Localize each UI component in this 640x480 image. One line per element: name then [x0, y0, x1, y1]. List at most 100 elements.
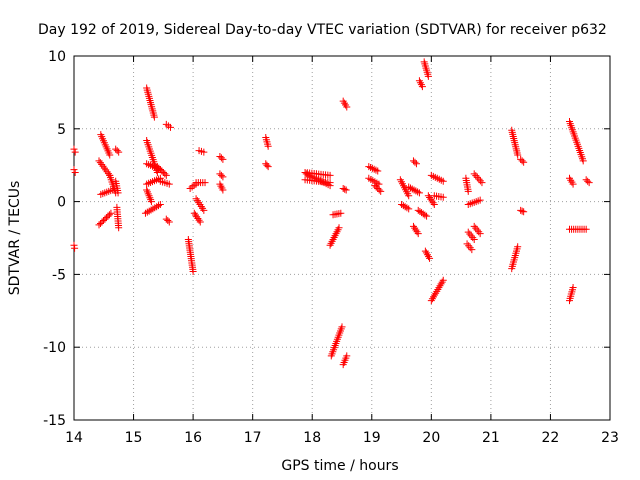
- data-point: [414, 188, 422, 196]
- y-tick-label: 5: [57, 122, 66, 138]
- data-point: [423, 251, 431, 259]
- data-point: [102, 214, 110, 222]
- data-point: [104, 212, 112, 220]
- data-point: [338, 323, 346, 331]
- data-point: [156, 166, 164, 174]
- x-tick-label: 22: [542, 430, 560, 446]
- data-point: [472, 224, 480, 232]
- x-tick-label: 18: [303, 430, 321, 446]
- data-point: [71, 148, 79, 156]
- data-point: [439, 177, 447, 185]
- data-point: [473, 226, 481, 234]
- data-point: [412, 187, 420, 195]
- data-point: [514, 243, 522, 251]
- data-point: [398, 201, 406, 209]
- data-point: [476, 177, 484, 185]
- data-point: [102, 166, 110, 174]
- data-series: [70, 58, 593, 369]
- data-point: [423, 212, 431, 220]
- y-tick-label: -5: [52, 267, 66, 283]
- data-point: [468, 246, 476, 254]
- data-point: [107, 209, 115, 217]
- data-point: [465, 242, 473, 250]
- y-axis: -15 -10 -5 0 5 10: [43, 49, 610, 429]
- data-point: [162, 171, 170, 179]
- data-point: [115, 148, 123, 156]
- data-point: [162, 215, 170, 223]
- data-point: [579, 157, 587, 165]
- data-point: [470, 235, 478, 243]
- data-point: [424, 72, 432, 80]
- data-point: [584, 177, 592, 185]
- gridlines: [74, 56, 610, 420]
- data-point: [585, 179, 593, 187]
- data-point: [518, 157, 526, 165]
- y-tick-label: -10: [43, 340, 66, 356]
- data-point: [399, 202, 407, 210]
- data-point: [405, 183, 413, 191]
- y-tick-label: 10: [48, 49, 66, 65]
- data-point: [473, 173, 481, 181]
- data-point: [406, 184, 414, 192]
- data-point: [98, 160, 106, 168]
- y-tick-label: 0: [57, 195, 66, 211]
- data-point: [439, 276, 447, 284]
- data-point: [95, 157, 103, 165]
- data-point: [219, 155, 227, 163]
- y-axis-label: SDTVAR / TECUs: [7, 181, 23, 296]
- data-point: [101, 215, 109, 223]
- data-point: [377, 187, 385, 195]
- data-point: [106, 151, 114, 159]
- data-point: [370, 165, 378, 173]
- data-point: [114, 189, 122, 197]
- data-point: [478, 179, 486, 187]
- data-point: [200, 148, 208, 156]
- data-point: [216, 152, 224, 160]
- data-point: [418, 83, 426, 91]
- data-point: [467, 232, 475, 240]
- data-point: [466, 244, 474, 252]
- data-point: [105, 211, 113, 219]
- data-point: [335, 224, 343, 232]
- data-point: [411, 158, 419, 166]
- data-point: [517, 206, 525, 214]
- data-point: [405, 205, 413, 213]
- data-point: [156, 201, 164, 209]
- data-point: [403, 204, 411, 212]
- data-point: [475, 228, 483, 236]
- data-point: [414, 230, 422, 238]
- data-point: [365, 163, 373, 171]
- data-point: [196, 218, 204, 226]
- data-point: [463, 240, 471, 248]
- data-point: [464, 228, 472, 236]
- data-point: [97, 219, 105, 227]
- data-point: [421, 247, 429, 255]
- data-point: [98, 218, 106, 226]
- data-point: [405, 192, 413, 200]
- data-point: [422, 249, 430, 257]
- x-tick-label: 20: [422, 430, 440, 446]
- data-point: [201, 179, 209, 187]
- data-point: [99, 162, 107, 170]
- data-point: [337, 209, 345, 217]
- data-point: [95, 221, 103, 229]
- x-axis-label: GPS time / hours: [281, 458, 398, 474]
- x-tick-label: 23: [601, 430, 619, 446]
- data-point: [264, 163, 272, 171]
- data-point: [410, 186, 418, 194]
- data-point: [476, 196, 484, 204]
- data-point: [439, 193, 447, 201]
- data-point: [339, 184, 347, 192]
- data-point: [219, 173, 227, 181]
- data-point: [164, 217, 172, 225]
- data-point: [155, 164, 163, 172]
- data-point: [415, 189, 423, 197]
- data-point: [514, 151, 522, 159]
- data-point: [264, 142, 272, 150]
- x-tick-label: 15: [125, 430, 143, 446]
- data-point: [200, 206, 208, 214]
- data-point: [263, 161, 271, 169]
- data-point: [475, 175, 483, 183]
- chart-title: Day 192 of 2019, Sidereal Day-to-day VTE…: [38, 22, 607, 38]
- data-point: [147, 198, 155, 206]
